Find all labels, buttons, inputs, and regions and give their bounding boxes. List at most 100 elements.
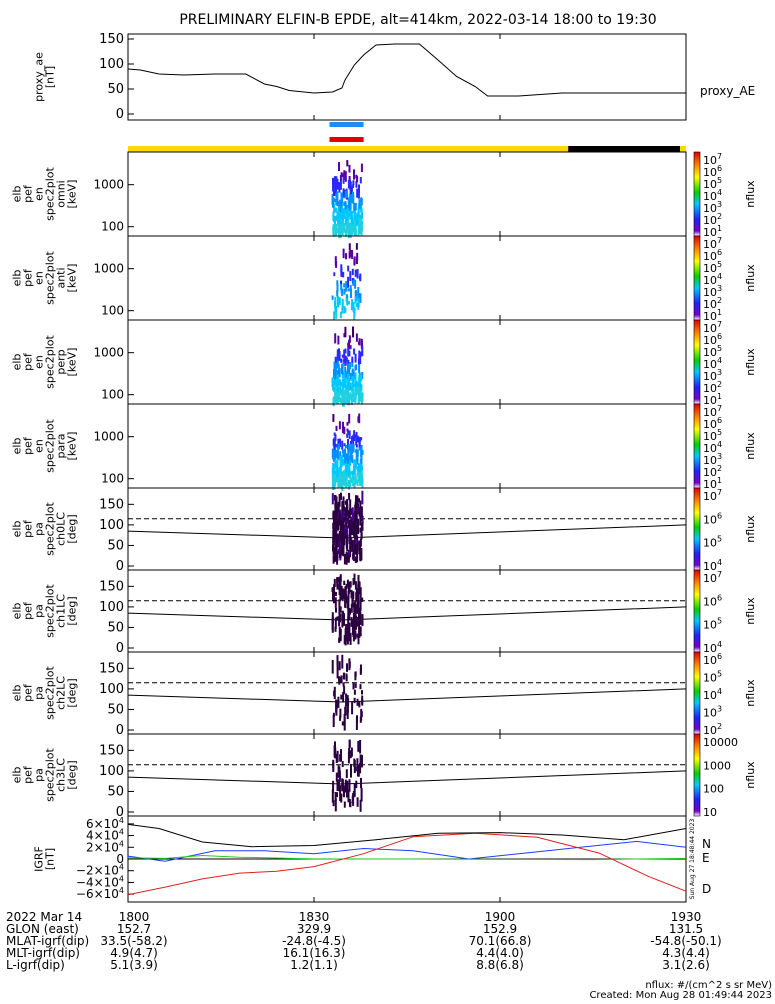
spectrogram-ytick-label: 100 xyxy=(101,304,124,318)
spectrogram-pixel xyxy=(343,349,346,359)
spectrogram-pixel xyxy=(333,185,336,192)
footer-value: 4.4(4.0) xyxy=(476,946,524,960)
y-axis-label-line: pef xyxy=(22,683,35,702)
pitch-angle-pixel xyxy=(342,496,345,508)
spectrogram-pixel xyxy=(354,387,357,395)
colorbar-tick-label: 106 xyxy=(703,248,722,263)
pitch-angle-pixel xyxy=(335,607,337,613)
spectrogram-pixel xyxy=(347,455,350,464)
burst-marker-blue xyxy=(329,122,364,127)
pitch-angle-data xyxy=(331,573,364,646)
colorbar-tick-label: 101 xyxy=(703,308,722,323)
spectrogram-pixel xyxy=(346,369,349,376)
spectrogram-pixel xyxy=(339,202,342,213)
spectrogram-pixel xyxy=(340,459,343,468)
pitch-angle-pixel xyxy=(348,492,351,500)
spectrogram-pixel xyxy=(351,382,354,393)
spectrogram-pixel xyxy=(341,299,344,310)
pitch-angle-pixel xyxy=(347,698,350,706)
pitch-angle-pixel xyxy=(334,626,337,632)
spectrogram-pixel xyxy=(348,178,351,190)
pitch-angle-pixel xyxy=(342,692,345,702)
pitch-angle-pixel xyxy=(359,500,362,510)
pitch-angle-pixel xyxy=(343,685,346,695)
igrf-ytick-label: 2×104 xyxy=(86,839,124,854)
spectrogram-pixel xyxy=(347,373,350,384)
pitch-angle-pixel xyxy=(338,530,341,536)
pitch-angle-pixel xyxy=(359,509,362,517)
pitch-angle-pixel xyxy=(341,654,344,669)
colorbar-tick-label: 104 xyxy=(703,558,722,573)
pitch-angle-pixel xyxy=(355,717,358,730)
spectrogram-pixel xyxy=(341,307,344,314)
pitch-angle-pixel xyxy=(334,617,337,630)
pitch-angle-pixel xyxy=(335,772,338,782)
pitch-angle-pixel xyxy=(356,797,359,807)
y-axis-label-line: spec2plot xyxy=(44,666,57,720)
spectrogram-pixel xyxy=(336,444,339,456)
y-axis-label-line: elb xyxy=(11,685,24,702)
spectrogram-pixel xyxy=(357,292,360,304)
footer-value: 1900 xyxy=(485,910,516,924)
spectrogram-pixel xyxy=(336,290,339,297)
pitch-angle-pixel xyxy=(358,540,361,551)
spectrogram-pixel xyxy=(347,429,350,435)
colorbar-tick-label: 106 xyxy=(703,416,722,431)
pitch-angle-pixel xyxy=(361,690,363,695)
spectrogram-pixel xyxy=(357,287,360,297)
pitch-angle-pixel xyxy=(342,510,345,518)
spectrogram-pixel xyxy=(333,369,335,378)
pitch-angle-pixel xyxy=(355,495,357,508)
pitch-angle-pixel xyxy=(351,625,354,632)
pitch-angle-pixel xyxy=(346,527,349,542)
spectrogram-pixel xyxy=(332,211,335,221)
pitch-angle-pixel xyxy=(356,758,359,767)
spectrogram-pixel xyxy=(355,459,357,464)
pitch-angle-pixel xyxy=(343,635,346,645)
pitch-angle-pixel xyxy=(339,539,341,551)
y-axis-label-line: pa xyxy=(33,768,46,782)
pitch-angle-pixel xyxy=(350,538,353,549)
spectrogram-pixel xyxy=(343,283,346,288)
pitch-angle-pixel xyxy=(333,745,336,758)
spectrogram-pixel xyxy=(351,268,354,276)
spectrogram-pixel xyxy=(359,354,362,365)
pitch-angle-pixel xyxy=(343,713,346,727)
spectrogram-pixel xyxy=(358,358,360,365)
footer-value: 1930 xyxy=(671,910,702,924)
spectrogram-pixel xyxy=(335,223,338,229)
spectrogram-pixel xyxy=(336,280,339,285)
spectrogram-pixel xyxy=(336,284,339,292)
spectrogram-pixel xyxy=(352,398,354,402)
y-axis-label-line: pef xyxy=(22,184,35,203)
pitch-angle-ytick-label: 50 xyxy=(107,784,124,799)
colorbar-tick-label: 105 xyxy=(703,176,722,191)
pitch-angle-pixel xyxy=(339,606,342,613)
pitch-angle-pixel xyxy=(332,780,335,793)
spectrogram-pixel xyxy=(342,220,345,230)
spectrogram-pixel xyxy=(352,280,355,286)
spectrogram-pixel xyxy=(341,380,344,392)
colorbar-label: nflux xyxy=(744,597,757,625)
pitch-angle-pixel xyxy=(335,499,338,511)
pitch-angle-pixel xyxy=(338,601,341,614)
spectrogram-pixel xyxy=(355,435,358,446)
spectrogram-pixel xyxy=(359,473,361,484)
pitch-angle-pixel xyxy=(336,550,339,565)
y-axis-label-line: ch2LC xyxy=(55,676,68,710)
pitch-angle-pixel xyxy=(346,663,348,672)
pitch-angle-pixel xyxy=(345,630,348,638)
pitch-angle-pixel xyxy=(359,598,362,611)
spectrogram-ytick-label: 1000 xyxy=(93,178,124,192)
pitch-angle-pixel xyxy=(359,551,362,562)
spectrogram-pixel xyxy=(341,225,344,234)
pitch-angle-ytick-label: 100 xyxy=(99,682,124,697)
colorbar-tick-label: 103 xyxy=(703,452,722,467)
footer-value: 329.9 xyxy=(297,922,331,936)
pitch-angle-pixel xyxy=(350,508,353,515)
spectrogram-pixel xyxy=(332,414,335,422)
pitch-angle-pixel xyxy=(341,620,344,628)
pitch-angle-pixel xyxy=(339,754,342,762)
pitch-angle-pixel xyxy=(343,589,346,600)
spectrogram-pixel xyxy=(345,472,348,480)
